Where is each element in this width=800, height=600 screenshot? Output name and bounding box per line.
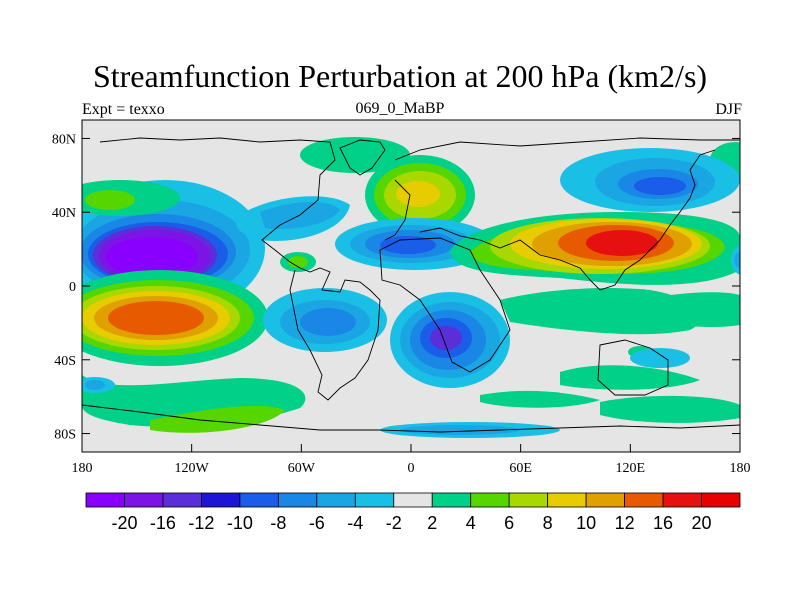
negative-anomaly-south-america [263, 288, 387, 352]
lon-tick-label: 60W [288, 461, 316, 476]
colorbar-swatch [662, 492, 702, 508]
colorbar-swatch [85, 492, 125, 508]
colorbar-level-label: 2 [427, 513, 437, 533]
colorbar-level-label: 10 [576, 513, 596, 533]
colorbar-level-label: 20 [692, 513, 712, 533]
negative-anomaly-northeast-asia [560, 148, 740, 212]
positive-anomaly-indian-ocean [500, 288, 740, 358]
colorbar-level-label: -10 [227, 513, 253, 533]
lon-tick-label: 0 [408, 461, 415, 476]
lon-tick-label: 60E [509, 461, 532, 476]
colorbar-level-label: 8 [543, 513, 553, 533]
colorbar-level-label: -20 [111, 513, 137, 533]
colorbar-level-label: -6 [309, 513, 325, 533]
negative-anomaly-australia [630, 348, 690, 368]
streamfunction-contours [82, 137, 740, 438]
colorbar-swatch [701, 492, 741, 508]
colorbar-swatch [162, 492, 202, 508]
lat-tick-label: 40S [54, 354, 76, 369]
positive-anomaly-tropical-atlantic [280, 252, 316, 272]
lat-tick-label: 80S [54, 428, 76, 443]
colorbar-swatch [431, 492, 472, 508]
colorbar-level-label: 4 [466, 513, 476, 533]
colorbar-swatch [470, 492, 510, 508]
lon-tick-label: 180 [72, 461, 93, 476]
colorbar-swatch [354, 492, 395, 508]
positive-anomaly-west-pacific-north [82, 180, 180, 216]
colorbar-swatch [239, 492, 279, 508]
lon-tick-label: 120E [616, 461, 646, 476]
colorbar-level-label: -4 [347, 513, 363, 533]
negative-anomaly-southern-africa [390, 292, 510, 388]
colorbar-swatch [585, 492, 625, 508]
colorbar-swatch [201, 492, 241, 508]
colorbar-swatch [316, 492, 356, 508]
colorbar-level-label: -2 [386, 513, 402, 533]
colorbar-level-label: -8 [270, 513, 286, 533]
lat-tick-label: 0 [69, 280, 76, 295]
map-plot-area [81, 119, 741, 453]
colorbar-level-label: 12 [615, 513, 635, 533]
colorbar-level-label: -12 [188, 513, 214, 533]
positive-anomaly-asia [450, 212, 740, 285]
lat-tick-label: 80N [52, 132, 76, 147]
colorbar-level-label: 16 [653, 513, 673, 533]
season-label: DJF [715, 101, 742, 118]
lat-tick-label: 40N [52, 206, 76, 221]
colorbar-swatch [277, 492, 318, 508]
positive-anomaly-south-pacific [82, 270, 268, 366]
case-label: 069_0_MaBP [355, 100, 445, 117]
longitude-axis: 180 120W 60W 0 60E 120E 180 [72, 444, 751, 476]
negative-anomaly-antarctic [82, 377, 560, 438]
latitude-axis: 80N 40N 0 40S 80S [52, 132, 740, 443]
colorbar-swatch [393, 492, 433, 508]
colorbar-level-label: 6 [504, 513, 514, 533]
coastlines [82, 137, 740, 433]
colorbar-swatch [624, 492, 664, 508]
experiment-label: Expt = texxo [82, 101, 165, 118]
lon-tick-label: 180 [730, 461, 751, 476]
colorbar: -20 -16 -12 -10 -8 -6 -4 -2 2 4 6 8 10 12 16 20 [85, 492, 741, 533]
colorbar-swatch [547, 492, 587, 508]
plot-title: Streamfunction Perturbation at 200 hPa (… [92, 58, 708, 94]
positive-anomaly-europe [365, 155, 475, 235]
positive-anomaly-southern-ocean [82, 365, 740, 433]
colorbar-level-label: -16 [150, 513, 176, 533]
lon-tick-label: 120W [175, 461, 210, 476]
colorbar-swatch [508, 492, 549, 508]
negative-anomaly-east-edge [731, 245, 740, 275]
colorbar-swatch [124, 492, 164, 508]
